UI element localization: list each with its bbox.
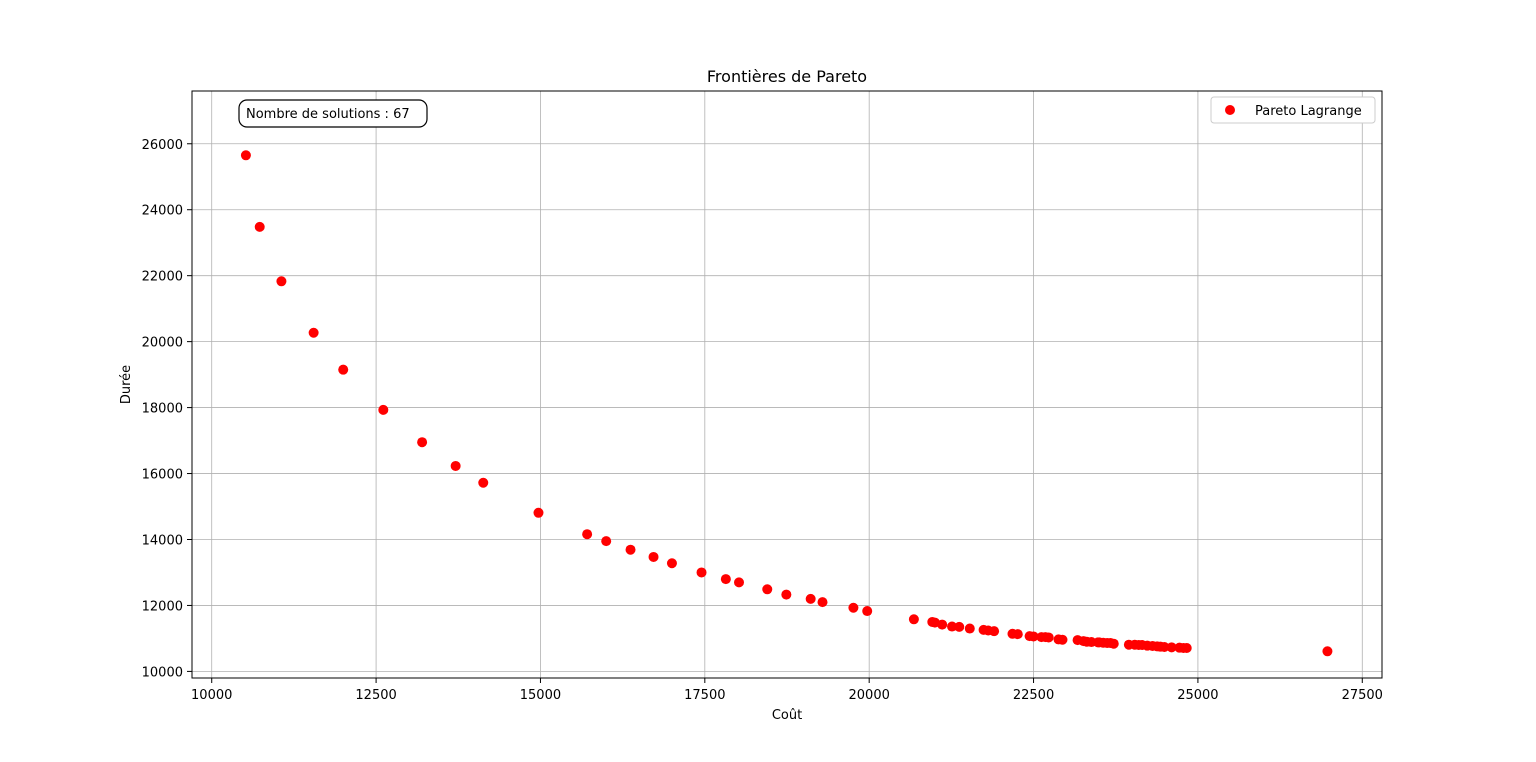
data-point — [338, 364, 349, 375]
data-point — [862, 606, 873, 617]
x-tick-label: 10000 — [191, 688, 232, 703]
data-point — [964, 623, 975, 634]
legend: Pareto Lagrange — [1210, 96, 1376, 124]
plot-frame — [191, 90, 1383, 679]
data-point — [720, 574, 731, 585]
data-point — [805, 593, 816, 604]
data-point — [1322, 646, 1333, 657]
y-tick-label: 10000 — [142, 665, 183, 680]
data-point — [989, 626, 1000, 637]
x-tick-label: 12500 — [355, 688, 396, 703]
data-point — [1057, 634, 1068, 645]
y-tick-label: 16000 — [142, 468, 183, 483]
legend-label: Pareto Lagrange — [1255, 104, 1362, 119]
x-tick-label: 20000 — [849, 688, 890, 703]
chart-title: Frontières de Pareto — [707, 67, 867, 86]
data-point — [1043, 632, 1054, 643]
axis-ticks: 10000 12500 15000 17500 20000 22500 25000 27500… — [142, 138, 1383, 703]
data-point — [762, 584, 773, 595]
data-point — [533, 507, 544, 518]
data-point — [848, 602, 859, 613]
data-point — [781, 589, 792, 600]
data-point — [648, 551, 659, 562]
y-tick-label: 26000 — [142, 138, 183, 153]
x-tick-label: 15000 — [520, 688, 561, 703]
data-point — [582, 529, 593, 540]
grid-lines — [192, 91, 1382, 678]
data-points — [240, 150, 1333, 657]
y-tick-label: 18000 — [142, 402, 183, 417]
y-tick-label: 22000 — [142, 270, 183, 285]
y-tick-label: 24000 — [142, 204, 183, 219]
data-point — [240, 150, 251, 161]
data-point — [1012, 629, 1023, 640]
data-point — [276, 276, 287, 287]
data-point — [696, 567, 707, 578]
data-point — [308, 327, 319, 338]
y-axis-label: Durée — [119, 365, 134, 404]
annotation-box — [238, 99, 428, 128]
x-tick-label: 27500 — [1342, 688, 1383, 703]
data-point — [1166, 642, 1177, 653]
data-point — [601, 536, 612, 547]
data-point — [450, 460, 461, 471]
data-point — [947, 621, 958, 632]
data-point — [1159, 642, 1170, 653]
legend-marker — [1225, 105, 1235, 115]
data-point — [954, 621, 965, 632]
data-point — [1181, 642, 1192, 653]
data-point — [734, 577, 745, 588]
annotation-text: Nombre de solutions : 67 — [246, 107, 410, 122]
x-tick-label: 17500 — [684, 688, 725, 703]
x-tick-label: 22500 — [1013, 688, 1054, 703]
data-point — [478, 477, 489, 488]
data-point — [378, 404, 389, 415]
data-point — [417, 437, 428, 448]
y-tick-label: 12000 — [142, 599, 183, 614]
data-point — [817, 597, 828, 608]
solution-count-annotation: Nombre de solutions : 67 — [238, 99, 428, 128]
legend-box — [1210, 96, 1376, 124]
y-tick-label: 20000 — [142, 336, 183, 351]
data-point — [666, 558, 677, 569]
data-point — [1092, 637, 1103, 648]
x-tick-label: 25000 — [1177, 688, 1218, 703]
data-point — [937, 619, 948, 630]
data-point — [908, 614, 919, 625]
data-point — [625, 544, 636, 555]
x-axis-label: Coût — [772, 708, 802, 723]
y-tick-label: 14000 — [142, 533, 183, 548]
data-point — [1108, 638, 1119, 649]
data-point — [1028, 631, 1039, 642]
data-point — [254, 221, 265, 232]
